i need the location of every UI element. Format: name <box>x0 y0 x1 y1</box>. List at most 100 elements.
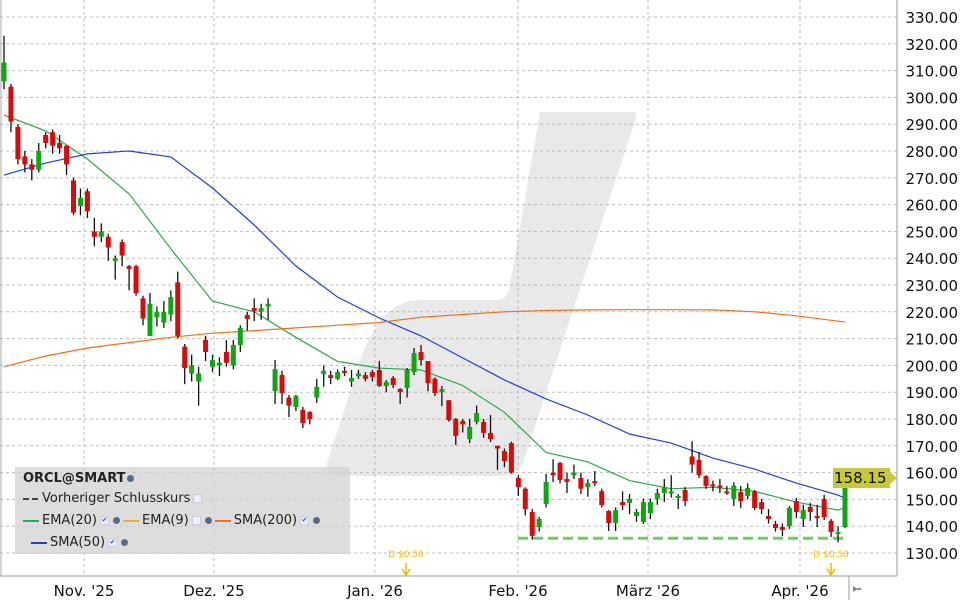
candle <box>244 311 250 331</box>
candle <box>411 347 417 376</box>
price-tick-label: 250.00 <box>906 223 959 241</box>
last-price-value: 158.15 <box>834 469 887 487</box>
candle <box>501 448 507 468</box>
checkbox-checked-icon[interactable]: ✔ <box>108 538 118 547</box>
candle-body-down <box>481 421 487 433</box>
candle <box>64 145 70 176</box>
candle <box>550 459 556 482</box>
price-tick-label: 210.00 <box>906 331 959 349</box>
candle <box>196 366 202 406</box>
candle-body-down <box>50 132 56 146</box>
time-tick-label: Jan. '26 <box>346 582 403 600</box>
price-tick-label: 220.00 <box>906 304 959 322</box>
candle <box>710 480 716 492</box>
candle <box>154 306 160 327</box>
candle-body-down <box>501 451 507 462</box>
candle-body-up <box>640 502 646 522</box>
price-axis[interactable]: 130.00 140.00 150.00 160.00 170.00 180.00 190.… <box>906 9 959 563</box>
price-tick-label: 310.00 <box>906 63 959 81</box>
settings-icon[interactable] <box>126 475 134 482</box>
price-tick-label: 230.00 <box>906 277 959 295</box>
candle-body-up <box>654 492 660 499</box>
candle <box>800 504 806 528</box>
legend: ORCL@SMART Vorheriger Schlusskurs EMA(20… <box>15 467 350 554</box>
candle <box>1 35 7 90</box>
dashed-swatch <box>23 497 39 500</box>
candle-body-down <box>175 282 181 336</box>
settings-icon[interactable] <box>113 517 121 524</box>
candle <box>779 523 785 537</box>
candle-body-up <box>230 345 236 366</box>
candles <box>1 35 848 543</box>
candle-body-down <box>682 490 688 502</box>
watermark-logo <box>326 112 636 476</box>
candle-body-down <box>772 524 778 529</box>
candle <box>57 134 63 154</box>
candle <box>474 405 480 425</box>
candle-body-up <box>112 258 118 261</box>
candle-body-up <box>272 369 278 392</box>
candle <box>189 354 195 382</box>
price-tick-label: 320.00 <box>906 36 959 54</box>
sma200-swatch <box>214 519 231 522</box>
candle-body-up <box>293 395 299 407</box>
checkbox-checked-icon[interactable]: ✔ <box>100 516 110 525</box>
legend-ma-row: EMA(20) ✔ EMA(9) SMA(200) ✔ <box>23 513 323 528</box>
candle-body-up <box>355 373 361 377</box>
candle-body-up <box>647 502 653 514</box>
candle <box>557 461 563 484</box>
price-tick-label: 130.00 <box>906 545 959 563</box>
candle <box>258 303 264 320</box>
candle-body-down <box>57 142 63 149</box>
legend-prev-close[interactable]: Vorheriger Schlusskurs <box>23 491 205 506</box>
candle <box>842 484 848 529</box>
candle <box>369 369 375 382</box>
candle <box>425 361 431 392</box>
settings-icon[interactable] <box>121 539 129 546</box>
candle-body-up <box>536 518 542 528</box>
sma50-swatch <box>31 541 47 544</box>
candle-body-up <box>98 231 104 237</box>
candle <box>446 400 452 422</box>
time-axis[interactable]: Nov. '25 Dez. '25 Jan. '26 Feb. '26 März '26… <box>54 582 829 600</box>
candle-body-down <box>807 506 813 512</box>
candle-body-down <box>390 377 396 385</box>
candle <box>633 509 639 522</box>
candle-body-up <box>237 327 243 346</box>
candle <box>272 360 278 404</box>
candle-body-down <box>133 266 139 294</box>
candle-body-down <box>29 164 35 170</box>
checkbox-unchecked[interactable] <box>193 494 203 503</box>
candle <box>216 357 222 377</box>
legend-symbol[interactable]: ORCL@SMART <box>23 471 137 486</box>
settings-icon[interactable] <box>204 517 212 524</box>
candle <box>376 361 382 387</box>
candle <box>661 479 667 503</box>
candle-body-down <box>369 372 375 377</box>
candle <box>515 475 521 496</box>
candle-body-down <box>397 388 403 392</box>
candle <box>592 470 598 486</box>
candle-body-up <box>835 532 841 535</box>
checkbox-checked-icon[interactable]: ✔ <box>300 516 310 525</box>
scroll-right-icon[interactable] <box>853 586 861 592</box>
symbol-label: ORCL@SMART <box>23 471 126 486</box>
candle-body-down <box>251 308 257 311</box>
candle <box>29 159 35 181</box>
checkbox-unchecked[interactable] <box>191 516 201 525</box>
candle <box>745 483 751 500</box>
candle <box>766 509 772 524</box>
candle-body-down <box>592 481 598 484</box>
candle <box>738 486 744 508</box>
price-tick-label: 290.00 <box>906 116 959 134</box>
candle <box>404 368 410 398</box>
candle <box>786 506 792 529</box>
candle <box>835 526 841 543</box>
candle <box>640 498 646 525</box>
settings-icon[interactable] <box>313 517 321 524</box>
dividend-arrow-icon <box>401 563 411 577</box>
candle-body-up <box>661 487 667 493</box>
legend-sma50-row: SMA(50) ✔ <box>31 535 131 550</box>
candle-body-down <box>508 443 514 473</box>
